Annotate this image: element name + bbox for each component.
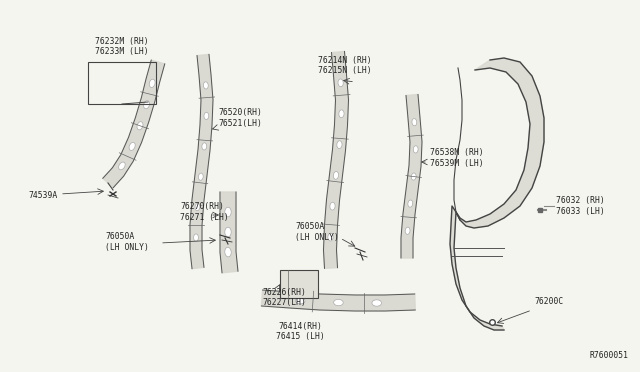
Text: 74539A: 74539A	[28, 190, 57, 199]
Ellipse shape	[137, 122, 143, 130]
Text: 76232M (RH)
76233M (LH): 76232M (RH) 76233M (LH)	[95, 36, 149, 56]
Bar	[88, 62, 156, 104]
Ellipse shape	[333, 299, 343, 306]
Ellipse shape	[149, 79, 155, 87]
Ellipse shape	[328, 233, 333, 241]
Ellipse shape	[204, 82, 208, 89]
Polygon shape	[401, 94, 422, 258]
Ellipse shape	[225, 227, 231, 237]
Text: R7600051: R7600051	[589, 351, 628, 360]
Ellipse shape	[412, 119, 417, 126]
Ellipse shape	[225, 247, 231, 257]
Ellipse shape	[405, 227, 410, 234]
Text: 76050A
(LH ONLY): 76050A (LH ONLY)	[105, 232, 149, 252]
Ellipse shape	[333, 171, 339, 179]
Ellipse shape	[330, 202, 335, 210]
Ellipse shape	[413, 146, 418, 153]
Text: 76200C: 76200C	[534, 298, 563, 307]
Text: 76226(RH)
76227(LH): 76226(RH) 76227(LH)	[262, 288, 306, 307]
Ellipse shape	[118, 162, 125, 170]
Ellipse shape	[225, 207, 231, 217]
Text: 76414(RH)
76415 (LH): 76414(RH) 76415 (LH)	[276, 322, 324, 341]
Polygon shape	[261, 290, 415, 311]
Text: 76050A
(LH ONLY): 76050A (LH ONLY)	[295, 222, 339, 242]
Ellipse shape	[408, 200, 413, 207]
Ellipse shape	[129, 142, 135, 150]
Ellipse shape	[198, 173, 204, 180]
Polygon shape	[450, 58, 544, 330]
Polygon shape	[220, 192, 238, 273]
Ellipse shape	[339, 110, 344, 118]
Ellipse shape	[296, 298, 305, 304]
Ellipse shape	[204, 112, 209, 119]
Bar	[280, 270, 318, 298]
Text: 76214N (RH)
76215N (LH): 76214N (RH) 76215N (LH)	[318, 55, 372, 75]
Polygon shape	[103, 60, 164, 188]
Ellipse shape	[338, 79, 343, 87]
Text: 76538M (RH)
76539M (LH): 76538M (RH) 76539M (LH)	[430, 148, 484, 168]
Text: 76270(RH)
76271 (LH): 76270(RH) 76271 (LH)	[180, 202, 228, 222]
Ellipse shape	[193, 234, 198, 241]
Polygon shape	[190, 54, 213, 269]
Ellipse shape	[195, 203, 200, 211]
Text: 76032 (RH)
76033 (LH): 76032 (RH) 76033 (LH)	[556, 196, 605, 216]
Ellipse shape	[337, 141, 342, 148]
Polygon shape	[323, 51, 349, 268]
Ellipse shape	[143, 100, 150, 109]
Ellipse shape	[202, 143, 207, 150]
Ellipse shape	[412, 173, 416, 180]
Ellipse shape	[372, 300, 381, 306]
Text: 76520(RH)
76521(LH): 76520(RH) 76521(LH)	[218, 108, 262, 128]
